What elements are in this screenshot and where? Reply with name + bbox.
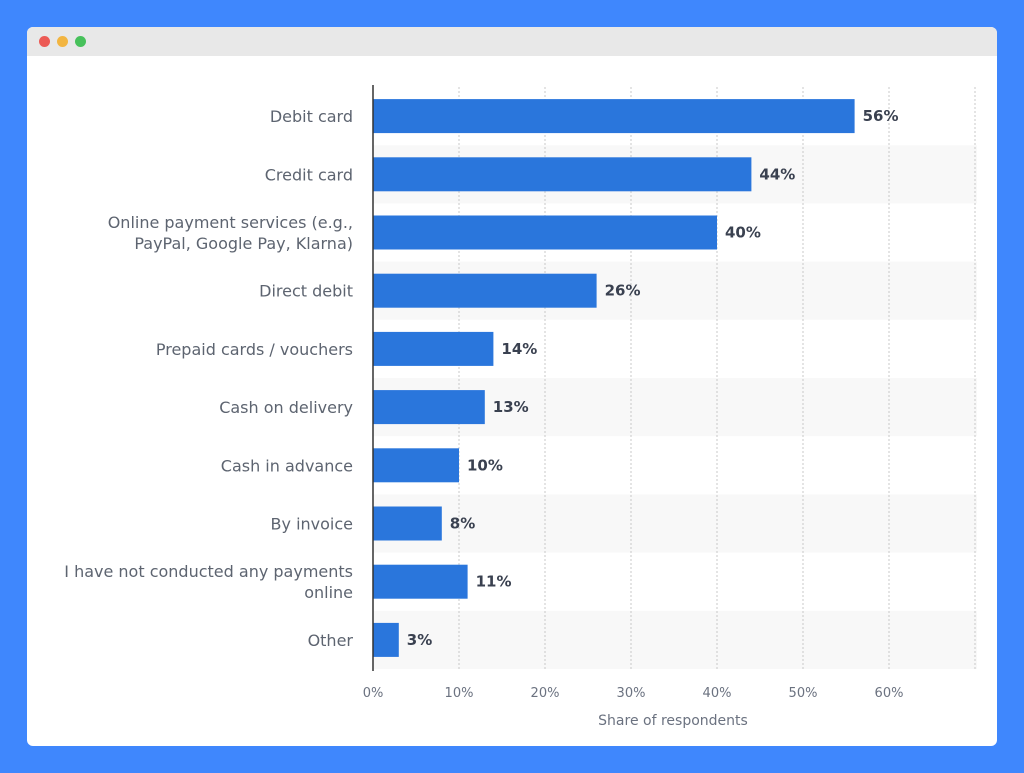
value-label: 13% (493, 398, 529, 416)
category-label: Debit card (270, 107, 353, 126)
value-label: 26% (605, 282, 641, 300)
bar[interactable] (373, 564, 468, 599)
value-label: 11% (476, 573, 512, 591)
bar[interactable] (373, 390, 485, 425)
bar[interactable] (373, 448, 459, 483)
bar[interactable] (373, 273, 597, 308)
x-tick-label: 60% (875, 686, 904, 701)
value-label: 40% (725, 224, 761, 242)
x-axis-title: Share of respondents (598, 713, 748, 729)
bar[interactable] (373, 331, 494, 366)
row-band (373, 494, 977, 553)
value-label: 14% (501, 340, 537, 358)
x-tick-label: 50% (789, 686, 818, 701)
browser-window: 56% Debit card 44% Credit card 40% Online pay… (27, 27, 997, 746)
x-tick-label: 40% (703, 686, 732, 701)
category-label: Direct debit (259, 282, 353, 301)
x-tick-label: 20% (531, 686, 560, 701)
x-tick-label: 30% (617, 686, 646, 701)
value-label: 56% (863, 107, 899, 125)
category-label: By invoice (271, 515, 353, 534)
category-label: Prepaid cards / vouchers (156, 340, 353, 359)
maximize-window-icon[interactable] (75, 36, 86, 47)
bar[interactable] (373, 157, 752, 192)
bar[interactable] (373, 215, 717, 250)
bar-chart: 56% Debit card 44% Credit card 40% Online pay… (64, 85, 977, 729)
category-label: Other (308, 631, 354, 650)
category-label: I have not conducted any payments (64, 562, 353, 581)
x-tick-label: 10% (445, 686, 474, 701)
value-label: 3% (407, 631, 432, 649)
row-band (373, 610, 977, 669)
category-label: Cash on delivery (219, 398, 353, 417)
value-label: 8% (450, 515, 475, 533)
x-tick-label: 0% (363, 686, 384, 701)
close-window-icon[interactable] (39, 36, 50, 47)
bar[interactable] (373, 622, 399, 657)
minimize-window-icon[interactable] (57, 36, 68, 47)
category-label: online (304, 583, 353, 602)
window-titlebar (27, 27, 997, 56)
value-label: 10% (467, 456, 503, 474)
category-label: Online payment services (e.g., (108, 213, 353, 232)
bar[interactable] (373, 506, 442, 541)
value-label: 44% (759, 165, 795, 183)
category-label: Credit card (265, 165, 353, 184)
category-label: Cash in advance (221, 456, 353, 475)
bar[interactable] (373, 99, 855, 134)
category-label: PayPal, Google Pay, Klarna) (134, 234, 353, 253)
